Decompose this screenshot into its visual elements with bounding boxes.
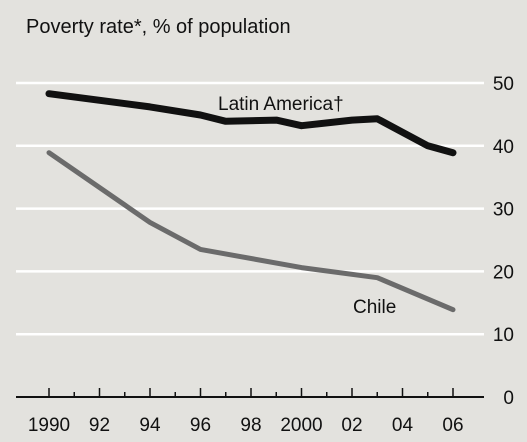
x-tick-label-2004: 04: [392, 415, 414, 436]
x-tick-label-1994: 94: [139, 415, 161, 436]
series-label-latin-america: Latin America†: [218, 94, 344, 115]
y-tick-label-10: 10: [493, 325, 514, 346]
x-tick-label-1998: 98: [240, 415, 261, 436]
series-line-latin-america: [45, 90, 457, 157]
x-tick-label-1990: 1990: [28, 415, 70, 436]
x-tick-label-2006: 06: [442, 415, 463, 436]
series-label-chile: Chile: [353, 297, 396, 318]
x-tick-label-2000: 2000: [280, 415, 322, 436]
y-tick-label-40: 40: [493, 137, 514, 158]
x-tick-label-1992: 92: [89, 415, 110, 436]
y-tick-label-50: 50: [493, 74, 514, 95]
y-tick-label-20: 20: [493, 262, 514, 283]
series-line-chile: [46, 150, 456, 313]
x-tick-label-1996: 96: [190, 415, 211, 436]
chart-title: Poverty rate*, % of population: [26, 16, 291, 38]
y-tick-label-30: 30: [493, 200, 514, 221]
y-tick-label-0: 0: [503, 388, 514, 409]
x-tick-label-2002: 02: [341, 415, 362, 436]
